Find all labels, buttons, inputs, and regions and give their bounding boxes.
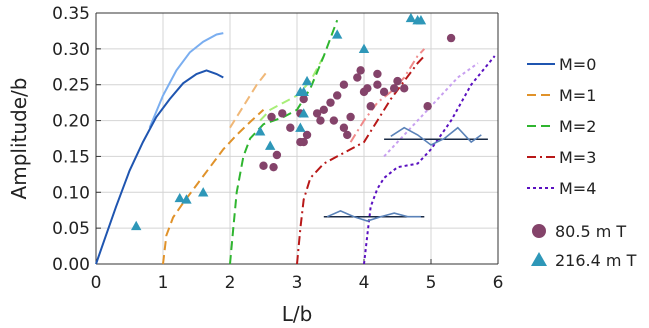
axis-ticks: 0 1 2 3 4 5 6 0.00 0.05 0.10 0.15 0.20 0.25 0.30 0.35 — [52, 4, 503, 293]
y-tick-label: 0.05 — [52, 219, 90, 239]
data-point-circle — [343, 130, 352, 140]
data-point-triangle — [131, 220, 142, 231]
data-point-circle — [333, 91, 342, 100]
x-tick-label: 0 — [91, 273, 102, 293]
y-tick-label: 0.10 — [52, 183, 90, 203]
data-point-triangle — [265, 140, 276, 150]
data-point-circle — [363, 84, 372, 93]
series-line-extension-m-3 — [349, 48, 426, 143]
legend-label-scatter: 80.5 m T — [555, 222, 626, 241]
data-point-circle — [373, 80, 382, 89]
legend-marker-triangle — [531, 252, 547, 266]
data-point-circle — [316, 116, 325, 125]
legend-label-scatter: 216.4 m T — [555, 251, 637, 270]
y-tick-label: 0.30 — [52, 40, 90, 60]
data-point-circle — [339, 123, 349, 132]
data-point-circle — [267, 112, 276, 122]
legend-label-m-1: M=1 — [559, 86, 596, 105]
data-point-circle — [339, 80, 349, 89]
x-tick-label: 2 — [225, 273, 236, 293]
data-point-circle — [299, 137, 308, 147]
data-point-triangle — [295, 122, 306, 132]
legend-label-m-3: M=3 — [559, 148, 596, 167]
x-tick-label: 1 — [158, 273, 169, 293]
data-point-circle — [366, 102, 375, 111]
series-line-m-2 — [229, 19, 339, 265]
data-point-circle — [299, 94, 308, 104]
y-tick-label: 0.35 — [52, 4, 90, 24]
x-tick-label: 3 — [292, 273, 303, 293]
x-axis-title: L/b — [282, 302, 313, 326]
axis-labels: L/b Amplitude/b — [7, 78, 312, 326]
data-point-circle — [329, 116, 339, 125]
data-point-triangle — [198, 187, 209, 197]
y-tick-label: 0.00 — [52, 255, 90, 275]
scatter-points — [131, 12, 456, 231]
legend: M=0 M=1 M=2 M=3 M=4 80.5 m T 216.4 m T — [527, 55, 637, 270]
y-tick-label: 0.20 — [52, 112, 90, 132]
data-point-circle — [319, 105, 328, 115]
data-point-circle — [356, 66, 365, 75]
data-point-circle — [272, 150, 282, 160]
legend-label-m-2: M=2 — [559, 117, 596, 136]
data-point-circle — [353, 73, 362, 82]
data-point-circle — [346, 112, 355, 122]
legend-label-m-4: M=4 — [559, 179, 596, 198]
series-line-m-0 — [95, 69, 224, 265]
data-point-circle — [400, 84, 409, 93]
data-point-triangle — [415, 14, 427, 25]
legend-label-m-0: M=0 — [559, 55, 596, 74]
data-point-triangle — [298, 108, 309, 118]
data-point-circle — [373, 69, 382, 79]
series-line-extension-m-1 — [229, 71, 268, 129]
data-point-circle — [393, 76, 402, 86]
y-tick-label: 0.15 — [52, 147, 90, 167]
series-line-m-3 — [296, 55, 426, 265]
series-line-m-4 — [363, 55, 496, 265]
data-point-circle — [423, 102, 432, 111]
data-point-circle — [259, 161, 268, 170]
inset-waveforms — [323, 126, 488, 222]
data-point-circle — [326, 98, 335, 107]
x-tick-label: 4 — [359, 273, 370, 293]
legend-marker-circle — [532, 224, 546, 238]
data-point-triangle — [301, 75, 313, 86]
data-point-circle — [312, 109, 322, 118]
series-line-m-1 — [162, 109, 265, 265]
x-tick-label: 6 — [493, 273, 504, 293]
data-point-circle — [379, 87, 389, 97]
data-point-triangle — [332, 29, 343, 39]
data-point-circle — [389, 84, 399, 93]
data-point-circle — [269, 162, 278, 172]
data-point-triangle — [298, 86, 309, 97]
data-point-circle — [278, 109, 287, 118]
data-point-circle — [302, 130, 312, 140]
data-point-triangle — [405, 12, 417, 23]
data-point-circle — [286, 123, 295, 132]
series-line-extension-m-0 — [148, 32, 224, 129]
inset-wave-0 — [326, 210, 421, 222]
data-point-triangle — [174, 192, 185, 203]
data-point-triangle — [181, 194, 192, 204]
series-lines — [95, 19, 496, 265]
y-tick-label: 0.25 — [52, 76, 90, 96]
inset-wave-1 — [390, 126, 482, 146]
y-axis-title: Amplitude/b — [7, 78, 31, 200]
x-tick-label: 5 — [426, 273, 437, 293]
data-point-triangle — [358, 43, 370, 54]
data-point-triangle — [254, 126, 266, 136]
data-point-circle — [446, 33, 456, 43]
